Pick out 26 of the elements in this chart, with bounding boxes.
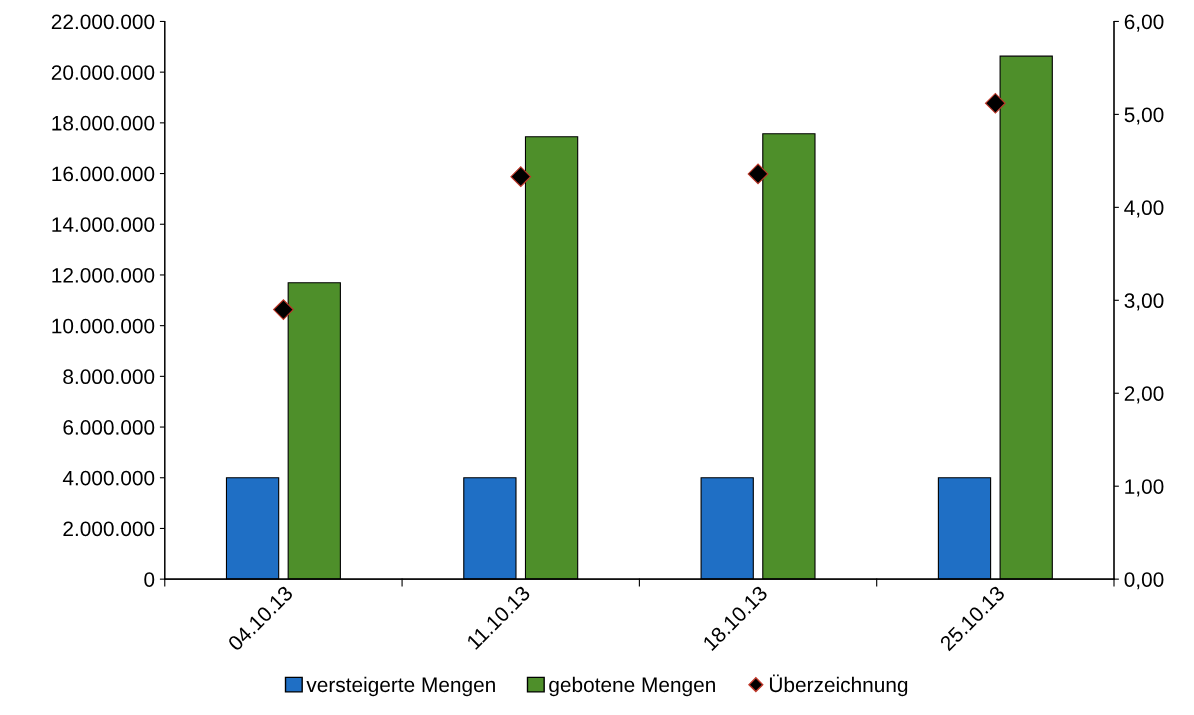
point <box>510 166 532 188</box>
y-tick-label: 22.000.000 <box>51 14 155 30</box>
y-tick-label: 0 <box>144 572 155 587</box>
y-tick-label: 10.000.000 <box>52 318 155 334</box>
y2-tick-label: 5,00 <box>1124 107 1164 125</box>
y-tick-label: 4.000.000 <box>62 470 155 486</box>
y-tick-label: 2.000.000 <box>63 521 155 537</box>
point <box>984 92 1006 114</box>
y2-tick-label: 2,00 <box>1124 386 1164 404</box>
point <box>747 163 769 185</box>
y2-tick-label: 4,00 <box>1124 200 1164 218</box>
y2-tick-label: 0,00 <box>1124 572 1164 590</box>
y-tick-label: 12.000.000 <box>52 267 155 283</box>
y2-tick-label: 3,00 <box>1124 293 1164 311</box>
y-tick-label: 16.000.000 <box>52 166 155 182</box>
y-tick-label: 20.000.000 <box>51 65 155 80</box>
y-tick-label: 18.000.000 <box>52 115 155 131</box>
legend-label: gebotene Mengen <box>549 676 715 697</box>
y-tick-label: 8.000.000 <box>63 369 155 385</box>
y2-tick-label: 1,00 <box>1125 479 1164 497</box>
y-tick-label: 14.000.000 <box>52 217 155 232</box>
y2-tick-label: 6,00 <box>1124 14 1164 32</box>
legend-label: Überzeichnung <box>769 674 908 697</box>
legend-label: versteigerte Mengen <box>306 676 495 697</box>
point <box>273 299 294 320</box>
y-tick-label: 6.000.000 <box>63 420 155 435</box>
